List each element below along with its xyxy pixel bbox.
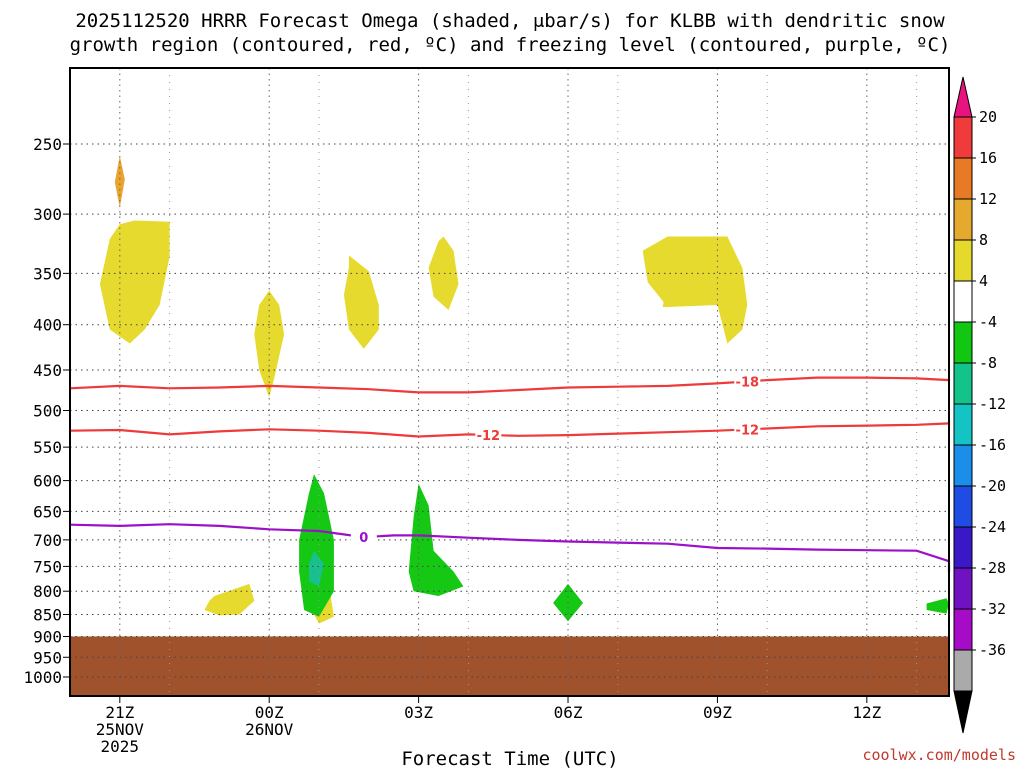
colorbar-label: 8 <box>979 231 988 249</box>
colorbar-label: 12 <box>979 190 997 208</box>
contour-layer: 0 -12 -12 -18 <box>69 373 951 573</box>
terrain-layer <box>70 636 949 696</box>
pressure-tick-label: 400 <box>33 316 62 335</box>
freezing-level-contour-line <box>69 523 951 573</box>
omega-area-1 <box>114 156 125 208</box>
colorbar-label: -32 <box>979 600 1006 618</box>
pressure-tick-label: 850 <box>33 606 62 625</box>
time-tick-label: 12Z <box>852 703 881 722</box>
colorbar-label: -12 <box>979 395 1006 413</box>
dgz-contour-minus12-label-bg <box>734 421 761 437</box>
omega-area-4 <box>428 236 459 310</box>
grid-layer <box>70 68 949 696</box>
colorbar-label: -20 <box>979 477 1006 495</box>
colorbar-bin-8 <box>953 403 973 446</box>
colorbar-bin-1 <box>953 116 973 159</box>
terrain-area <box>70 636 949 696</box>
dgz-contour-minus18-line <box>69 376 951 394</box>
omega-area-5 <box>642 236 748 344</box>
plot-background <box>70 68 949 696</box>
omega-area-8 <box>204 583 255 616</box>
plot-area: 0 -12 -12 -18 <box>69 67 951 697</box>
colorbar-label: -28 <box>979 559 1006 577</box>
pressure-tick-label: 800 <box>33 582 62 601</box>
colorbar-bottom-triangle <box>953 690 973 734</box>
freezing-level-contour-label-bg <box>350 529 377 545</box>
pressure-tick-label: 250 <box>33 135 62 154</box>
colorbar-top-triangle <box>953 76 973 118</box>
pressure-tick-label: 950 <box>33 648 62 667</box>
colorbar-bin-14 <box>953 649 973 692</box>
pressure-tick-label: 550 <box>33 438 62 457</box>
colorbar-bin-5 <box>953 280 973 323</box>
colorbar-label: -4 <box>979 313 997 331</box>
colorbar: 20 16 12 8 4 -4 -8 -12 -16 -20 -24 -28 -32 -36 <box>953 76 1006 734</box>
omega-area-6 <box>662 284 668 307</box>
colorbar-bin-11 <box>953 526 973 569</box>
colorbar-bin-2 <box>953 157 973 200</box>
colorbar-label: -8 <box>979 354 997 372</box>
pressure-tick-label: 700 <box>33 531 62 550</box>
dgz-contour-minus18-label-bg <box>734 373 761 389</box>
dgz-contour-minus12-label: -12 <box>477 429 501 444</box>
plot-frame <box>69 67 950 697</box>
time-tick-label: 2025 <box>101 737 140 756</box>
colorbar-bin-13 <box>953 608 973 651</box>
freezing-level-contour-label: 0 <box>359 531 368 546</box>
colorbar-label: -36 <box>979 641 1006 659</box>
colorbar-label: 16 <box>979 149 997 167</box>
time-tick-label: 06Z <box>554 703 583 722</box>
omega-shading-layer <box>99 156 949 624</box>
omega-area-11 <box>309 550 324 587</box>
colorbar-bin-9 <box>953 444 973 487</box>
omega-area-0 <box>99 220 170 344</box>
time-tick-label: 25NOV <box>96 720 145 739</box>
dgz-contour-minus12-line <box>69 421 951 438</box>
omega-area-14 <box>926 598 949 614</box>
colorbar-label: 20 <box>979 108 997 126</box>
colorbar-label: -16 <box>979 436 1006 454</box>
colorbar-label: 4 <box>979 272 988 290</box>
pressure-tick-label: 1000 <box>23 668 62 687</box>
colorbar-bin-3 <box>953 198 973 241</box>
pressure-tick-label: 300 <box>33 205 62 224</box>
colorbar-bin-10 <box>953 485 973 528</box>
colorbar-bin-6 <box>953 321 973 364</box>
chart-title-line1: 2025112520 HRRR Forecast Omega (shaded, … <box>75 10 945 32</box>
pressure-tick-label: 450 <box>33 361 62 380</box>
colorbar-bin-4 <box>953 239 973 282</box>
omega-area-3 <box>343 255 379 349</box>
time-tick-label: 26NOV <box>245 720 294 739</box>
dgz-contour-minus12-label: -12 <box>736 423 760 438</box>
credit-text[interactable]: coolwx.com/models <box>862 746 1016 764</box>
dgz-contour-minus18-label: -18 <box>736 375 760 390</box>
pressure-tick-label: 500 <box>33 402 62 421</box>
time-tick-label: 09Z <box>703 703 732 722</box>
pressure-tick-label: 650 <box>33 502 62 521</box>
pressure-axis: 250 300 350 400 450 500 550 600 650 700 750 800 850 9… <box>23 135 70 687</box>
colorbar-bin-7 <box>953 362 973 405</box>
time-tick-label: 03Z <box>404 703 433 722</box>
time-tick-label: 21Z <box>105 703 134 722</box>
x-axis-label: Forecast Time (UTC) <box>401 748 618 768</box>
omega-area-10 <box>299 474 334 617</box>
colorbar-bin-12 <box>953 567 973 610</box>
pressure-tick-label: 900 <box>33 627 62 646</box>
dgz-contour-minus12-label-bg <box>475 426 502 442</box>
pressure-tick-label: 750 <box>33 557 62 576</box>
chart-title-line2: growth region (contoured, red, ºC) and f… <box>70 34 951 56</box>
pressure-tick-label: 350 <box>33 264 62 283</box>
colorbar-label: -24 <box>979 518 1006 536</box>
time-tick-label: 00Z <box>255 703 284 722</box>
pressure-tick-label: 600 <box>33 472 62 491</box>
